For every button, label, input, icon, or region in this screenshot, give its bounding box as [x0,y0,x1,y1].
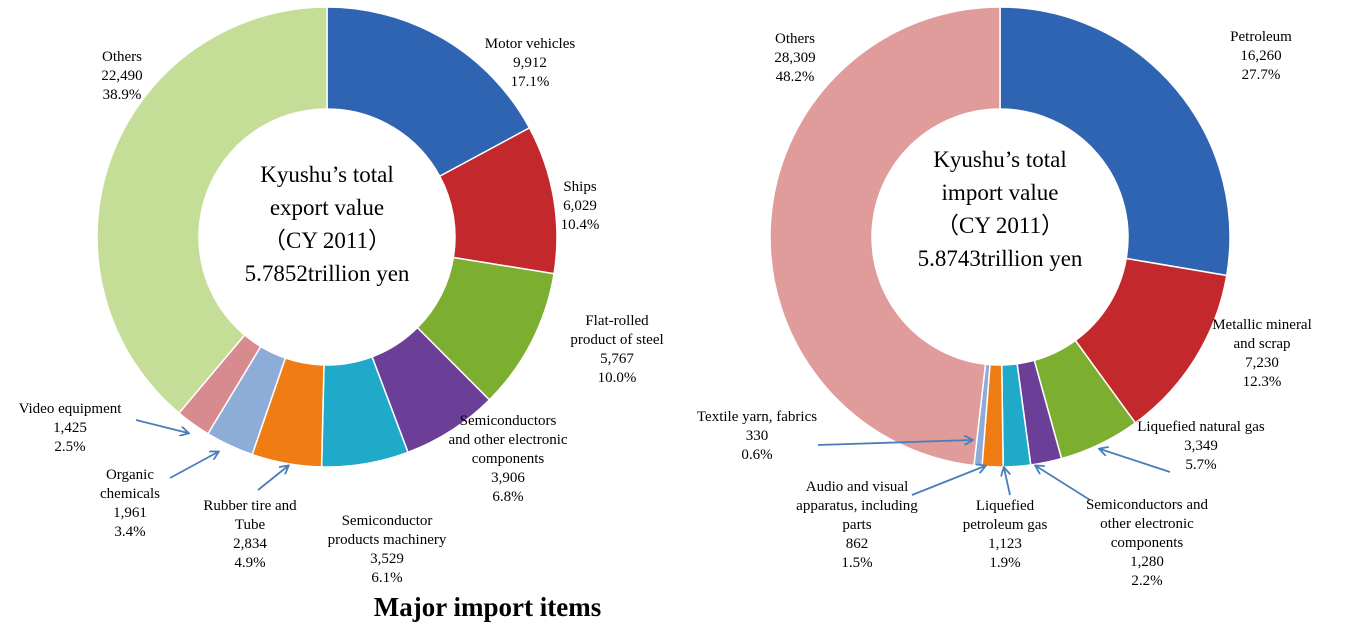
slice-label: Organic chemicals 1,961 3.4% [85,466,175,542]
category-label: Others [775,31,815,47]
category-label: Motor vehicles [484,36,576,52]
arrow [169,452,218,479]
share-label: 48.2% [775,69,815,85]
value-label: 3,349 [1184,438,1218,454]
share-label: 2.2% [1131,573,1163,589]
slice-label: Video equipment 1,425 2.5% [0,400,140,457]
arrow [817,440,972,446]
center-text: Kyushu’s total export value （CY 2011） 5.785… [212,158,442,290]
center-line: （CY 2011） [936,213,1064,238]
center-text: Kyushu’s total import value （CY 2011） 5.874… [885,143,1115,275]
slice-label: Flat-rolled product of steel 5,767 10.0% [562,312,672,388]
value-label: 1,425 [53,420,87,436]
slice-label: Textile yarn, fabrics 330 0.6% [677,408,837,465]
arrow [257,466,288,491]
value-label: 2,834 [233,536,267,552]
share-label: 10.0% [597,370,637,386]
center-line: （CY 2011） [263,228,391,253]
slice-label: Ships 6,029 10.4% [540,178,620,235]
arrow [911,466,985,496]
slice-label: Petroleum 16,260 27.7% [1206,28,1316,85]
share-label: 17.1% [510,74,550,90]
share-label: 1.9% [989,555,1021,571]
category-label: Flat-rolled product of steel [570,313,664,348]
arrow [1100,449,1171,473]
category-label: Rubber tire and Tube [203,498,297,533]
share-label: 3.4% [114,524,146,540]
category-label: Organic chemicals [100,467,160,502]
slice-label: Rubber tire and Tube 2,834 4.9% [200,497,300,573]
value-label: 7,230 [1245,355,1279,371]
caption: Major import items [373,592,602,622]
category-label: Video equipment [18,401,122,417]
share-label: 4.9% [234,555,266,571]
category-label: Metallic mineral and scrap [1212,317,1312,352]
share-label: 0.6% [741,447,773,463]
value-label: 16,260 [1240,48,1282,64]
slice-label: Audio and visual apparatus, including pa… [787,478,927,573]
value-label: 28,309 [774,50,816,66]
slice-label: Liquefied natural gas 3,349 5.7% [1131,418,1271,475]
slice-label: Motor vehicles 9,912 17.1% [460,35,600,92]
category-label: Semiconductors and other electronic comp… [1085,497,1209,551]
value-label: 862 [845,536,869,552]
share-label: 6.1% [371,570,403,586]
category-label: Textile yarn, fabrics [696,409,818,425]
value-label: 330 [745,428,769,444]
category-label: Ships [563,179,597,195]
category-label: Audio and visual apparatus, including pa… [796,479,918,533]
donut-slice [326,6,531,178]
center-line: Kyushu’s total [933,147,1067,172]
donut-slice [96,6,328,415]
slice-label: Others 22,490 38.9% [87,48,157,105]
value-label: 3,906 [491,470,525,486]
slice-label: Metallic mineral and scrap 7,230 12.3% [1207,316,1317,392]
value-label: 1,280 [1130,554,1164,570]
share-label: 2.5% [54,439,86,455]
value-label: 3,529 [370,551,404,567]
arrow [1036,466,1091,501]
arrow [1004,468,1011,496]
center-line: 5.7852trillion yen [244,261,410,286]
slice-label: Semiconductors and other electronic comp… [1077,496,1217,591]
value-label: 6,029 [563,198,597,214]
share-label: 6.8% [492,489,524,505]
center-line: import value [941,180,1059,205]
slice-label: Semiconductors and other electronic comp… [448,412,568,507]
arrow [135,419,188,433]
slice-label: Others 28,309 48.2% [760,30,830,87]
share-label: 5.7% [1185,457,1217,473]
category-label: Semiconductors and other electronic comp… [448,413,568,467]
center-line: Kyushu’s total [260,162,394,187]
category-label: Liquefied natural gas [1137,419,1265,435]
share-label: 38.9% [102,87,142,103]
share-label: 10.4% [560,217,600,233]
category-label: Petroleum [1230,29,1292,45]
center-line: 5.8743trillion yen [917,246,1083,271]
value-label: 1,123 [988,536,1022,552]
value-label: 9,912 [513,55,547,71]
center-line: export value [269,195,385,220]
category-label: Semiconductor products machinery [327,513,447,548]
donut-slice [999,6,1231,277]
value-label: 5,767 [600,351,634,367]
share-label: 12.3% [1242,374,1282,390]
share-label: 1.5% [841,555,873,571]
slice-label: Semiconductor products machinery 3,529 6.1… [327,512,447,588]
value-label: 22,490 [101,68,143,84]
share-label: 27.7% [1241,67,1281,83]
slice-label: Liquefied petroleum gas 1,123 1.9% [950,497,1060,573]
donut-slice [769,6,1001,467]
value-label: 1,961 [113,505,147,521]
category-label: Others [102,49,142,65]
category-label: Liquefied petroleum gas [962,498,1048,533]
